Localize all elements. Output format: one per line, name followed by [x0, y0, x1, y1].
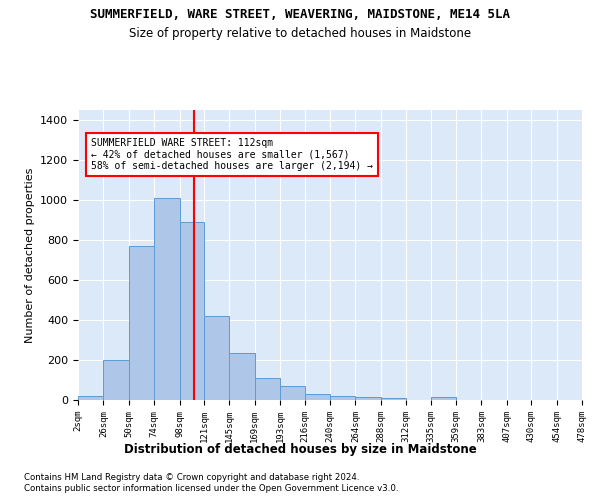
Text: Contains public sector information licensed under the Open Government Licence v3: Contains public sector information licen… — [24, 484, 398, 493]
Bar — [154, 198, 179, 400]
Bar — [78, 396, 103, 400]
Bar — [431, 397, 456, 400]
Bar — [103, 360, 129, 400]
Bar — [179, 222, 204, 400]
Bar — [305, 394, 330, 400]
Bar — [280, 386, 305, 400]
Bar — [229, 353, 255, 400]
Bar — [381, 398, 406, 400]
Text: Distribution of detached houses by size in Maidstone: Distribution of detached houses by size … — [124, 442, 476, 456]
Bar — [204, 316, 229, 400]
Text: SUMMERFIELD WARE STREET: 112sqm
← 42% of detached houses are smaller (1,567)
58%: SUMMERFIELD WARE STREET: 112sqm ← 42% of… — [91, 138, 373, 171]
Bar — [330, 396, 355, 400]
Bar — [355, 397, 381, 400]
Bar — [255, 378, 280, 400]
Text: Size of property relative to detached houses in Maidstone: Size of property relative to detached ho… — [129, 28, 471, 40]
Text: Contains HM Land Registry data © Crown copyright and database right 2024.: Contains HM Land Registry data © Crown c… — [24, 472, 359, 482]
Y-axis label: Number of detached properties: Number of detached properties — [25, 168, 35, 342]
Text: SUMMERFIELD, WARE STREET, WEAVERING, MAIDSTONE, ME14 5LA: SUMMERFIELD, WARE STREET, WEAVERING, MAI… — [90, 8, 510, 20]
Bar — [129, 246, 154, 400]
